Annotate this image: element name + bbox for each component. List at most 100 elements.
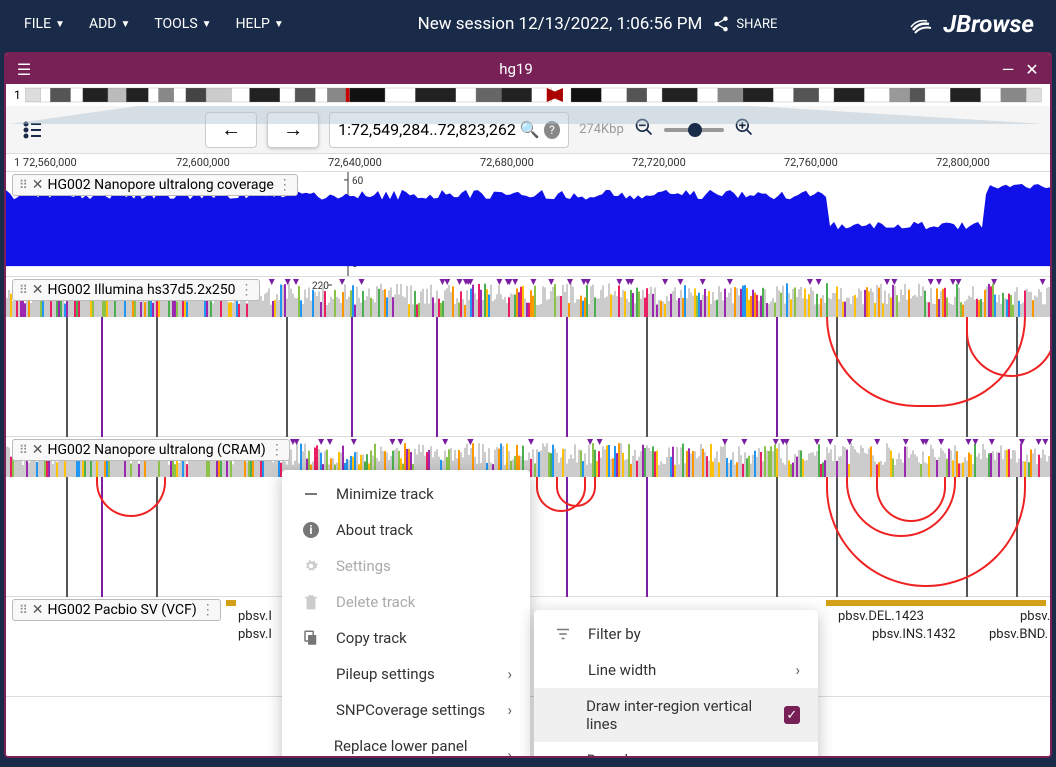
menu-item-label: Replace lower panel with... — [334, 737, 494, 758]
chevron-down-icon: ▼ — [274, 19, 284, 30]
menu-item-replace-lower-panel-with-[interactable]: Replace lower panel with... › — [282, 728, 530, 758]
track-coverage: ⠿ ✕ HG002 Nanopore ultralong coverage ⋮ … — [6, 172, 1050, 277]
list-icon — [21, 118, 45, 142]
slider-thumb[interactable] — [688, 123, 702, 137]
search-icon[interactable]: 🔍 — [520, 120, 540, 139]
menu-item-snpcoverage-settings[interactable]: SNPCoverage settings › — [282, 692, 530, 728]
sv-feature-label: pbsv.DEL.1423 — [838, 609, 924, 624]
chevron-down-icon: ▼ — [55, 19, 65, 30]
menu-item-draw-long-range-connections[interactable]: Draw long range connections✓ — [534, 742, 818, 758]
menu-item-delete-track: Delete track — [282, 584, 530, 620]
track-selector-button[interactable] — [18, 115, 48, 145]
chromosome-number: 1 — [10, 88, 25, 102]
menu-item-draw-inter-region-vertical-lines[interactable]: Draw inter-region vertical lines ✓ — [534, 688, 818, 742]
menu-item-label: Pileup settings — [336, 665, 435, 683]
nav-forward-button[interactable]: → — [267, 112, 319, 148]
grip-icon[interactable]: ⠿ — [19, 603, 28, 617]
menu-item-filter-by[interactable]: Filter by — [534, 616, 818, 652]
menu-tools[interactable]: TOOLS▼ — [142, 8, 223, 40]
zoom-slider[interactable] — [664, 128, 724, 132]
close-icon[interactable]: ✕ — [32, 602, 44, 618]
sv-feature-label: pbsv.INS.1432 — [872, 627, 956, 642]
menu-item-label: Draw long range connections — [587, 751, 769, 758]
track-header-vcf: ⠿ ✕ HG002 Pacbio SV (VCF) ⋮ — [12, 599, 221, 621]
chevron-right-icon: › — [795, 661, 800, 679]
grip-icon[interactable]: ⠿ — [19, 178, 28, 192]
close-icon[interactable]: ✕ — [32, 177, 44, 193]
menu-item-label: Copy track — [336, 629, 407, 647]
menu-item-pileup-settings[interactable]: Pileup settings› — [282, 656, 530, 692]
menu-item-label: Delete track — [336, 593, 415, 611]
svg-text:60: 60 — [352, 176, 364, 187]
track-label: HG002 Nanopore ultralong (CRAM) — [48, 442, 266, 458]
menubar: FILE▼ ADD▼ TOOLS▼ HELP▼ New session 12/1… — [0, 0, 1056, 48]
context-menu-track: Minimize track i About track Settings Delete… — [282, 470, 530, 758]
track-header-coverage: ⠿ ✕ HG002 Nanopore ultralong coverage ⋮ — [12, 174, 298, 196]
ideogram[interactable]: 1 — [6, 84, 1050, 106]
menu-item-settings: Settings — [282, 548, 530, 584]
logo-icon — [909, 14, 935, 34]
menu-file[interactable]: FILE▼ — [12, 8, 77, 40]
menu-item-line-width[interactable]: Line width › — [534, 652, 818, 688]
view-panel: ☰ hg19 — ✕ 1 ← → 1:72,549,284..72,823,26… — [4, 52, 1052, 758]
trash-icon — [300, 593, 322, 611]
menu-item-label: Line width — [588, 661, 656, 679]
panel-header: ☰ hg19 — ✕ — [6, 54, 1050, 84]
menu-item-label: Filter by — [588, 625, 641, 643]
assembly-name: hg19 — [36, 60, 996, 78]
grip-icon[interactable]: ⠿ — [19, 283, 28, 297]
track-menu-button[interactable]: ⋮ — [278, 177, 291, 193]
panel-menu-button[interactable]: ☰ — [12, 57, 36, 81]
checkbox-checked-icon[interactable]: ✓ — [784, 706, 800, 724]
help-icon[interactable]: ? — [544, 121, 560, 139]
zoom-in-button[interactable] — [734, 117, 754, 142]
min-icon — [300, 485, 322, 503]
track-illumina: ⠿ ✕ HG002 Illumina hs37d5.2x250 ⋮ 220 — [6, 277, 1050, 437]
track-menu-button[interactable]: ⋮ — [201, 602, 214, 618]
menu-item-copy-track[interactable]: Copy track — [282, 620, 530, 656]
zoom-out-button[interactable] — [634, 117, 654, 142]
info-icon: i — [300, 521, 322, 539]
svg-text:220: 220 — [312, 281, 329, 292]
sv-feature-label: pbsv.BND. — [989, 627, 1048, 642]
close-button[interactable]: ✕ — [1020, 57, 1044, 81]
ruler: 1 72,560,00072,600,00072,640,00072,680,0… — [6, 154, 1050, 172]
track-label: HG002 Pacbio SV (VCF) — [48, 602, 197, 618]
filter-icon — [552, 625, 574, 643]
chevron-right-icon: › — [507, 701, 512, 719]
grip-icon[interactable]: ⠿ — [19, 443, 28, 457]
share-icon — [712, 15, 730, 33]
zoom-level: 274Kbp — [579, 122, 624, 137]
menu-help[interactable]: HELP▼ — [224, 8, 296, 40]
close-icon[interactable]: ✕ — [32, 442, 44, 458]
track-menu-button[interactable]: ⋮ — [240, 282, 253, 298]
menu-item-label: SNPCoverage settings — [336, 701, 485, 719]
nav-back-button[interactable]: ← — [205, 112, 257, 148]
track-label: HG002 Illumina hs37d5.2x250 — [48, 282, 236, 298]
nav-toolbar: ← → 1:72,549,284..72,823,262 🔍 ? 274Kbp — [6, 106, 1050, 154]
menu-item-label: About track — [336, 521, 413, 539]
ideogram-bands — [25, 86, 1046, 104]
menu-item-about-track[interactable]: i About track — [282, 512, 530, 548]
sv-feature-label: pbsv.I — [238, 609, 272, 624]
session-title: New session 12/13/2022, 1:06:56 PM SHARE — [296, 14, 899, 34]
context-submenu: Filter by Line width › Draw inter-region ve… — [534, 610, 818, 758]
track-menu-button[interactable]: ⋮ — [270, 442, 283, 458]
menu-add[interactable]: ADD▼ — [77, 8, 142, 40]
menu-item-label: Settings — [336, 557, 391, 575]
menu-item-label: Draw inter-region vertical lines — [586, 697, 770, 733]
logo: JBrowse — [899, 10, 1044, 38]
pileup-region — [6, 317, 1050, 436]
menu-item-minimize-track[interactable]: Minimize track — [282, 476, 530, 512]
track-header-cram: ⠿ ✕ HG002 Nanopore ultralong (CRAM) ⋮ — [12, 439, 290, 461]
chevron-right-icon: › — [507, 746, 512, 758]
gear-icon — [300, 557, 322, 575]
svg-text:i: i — [309, 523, 312, 537]
share-button[interactable]: SHARE — [712, 15, 777, 33]
chevron-down-icon: ▼ — [120, 19, 130, 30]
copy-icon — [300, 629, 322, 647]
minimize-button[interactable]: — — [996, 57, 1020, 81]
location-input[interactable]: 1:72,549,284..72,823,262 🔍 ? — [329, 112, 569, 148]
close-icon[interactable]: ✕ — [32, 282, 44, 298]
sv-feature-label: pbsv.I — [238, 627, 272, 642]
